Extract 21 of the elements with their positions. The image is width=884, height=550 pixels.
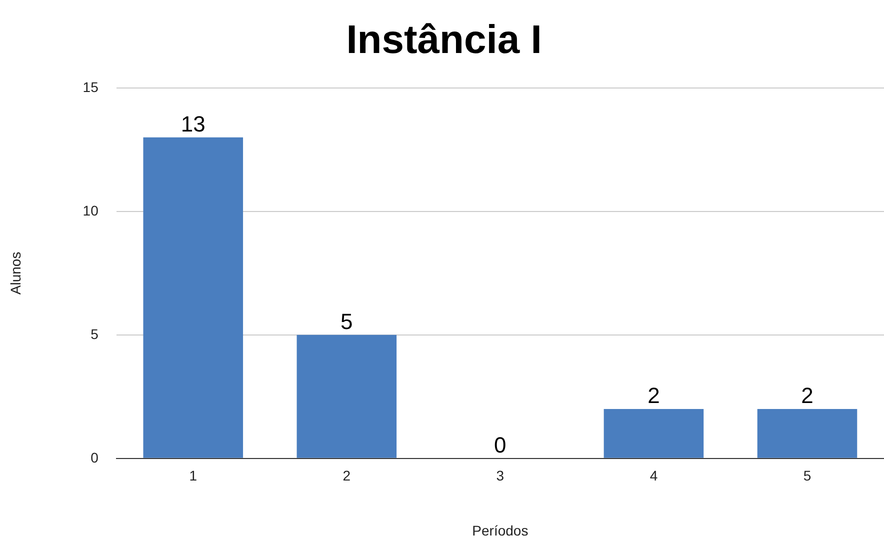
y-axis-title: Alunos [7,252,24,295]
data-label: 0 [494,432,506,458]
x-tick-label: 3 [496,468,504,484]
data-label: 2 [801,383,814,408]
y-tick-label: 15 [82,78,99,95]
y-tick-label: 5 [90,326,99,342]
bar [296,334,397,458]
x-tick-label: 5 [803,468,812,484]
x-axis-title: Períodos [472,522,528,538]
chart-title: Instância I [346,18,542,62]
x-tick-label: 2 [342,468,351,484]
y-tick-label: 0 [90,449,99,466]
data-label: 5 [340,308,353,334]
x-tick-label: 4 [650,468,658,484]
data-label: 2 [648,383,660,408]
x-tick-label: 1 [189,468,198,484]
y-tick-label: 10 [82,202,99,218]
bar [143,137,244,458]
data-label: 13 [180,111,206,136]
bar [604,409,704,458]
bar [757,409,858,458]
